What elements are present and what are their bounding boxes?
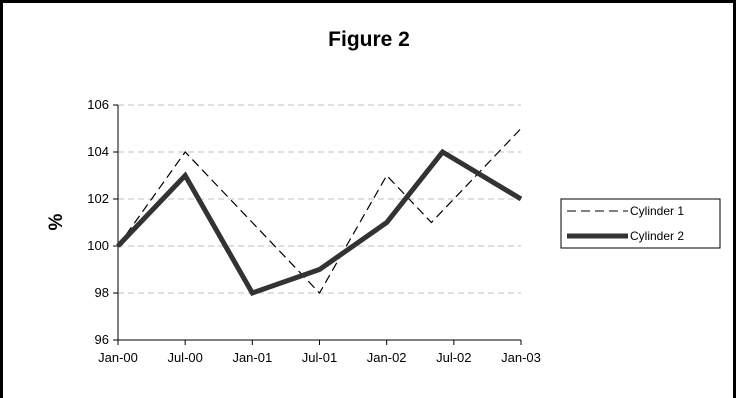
y-tick-label: 106 xyxy=(87,97,109,112)
legend-label-cylinder-1: Cylinder 1 xyxy=(630,204,684,218)
x-tick-label: Jul-01 xyxy=(302,350,337,365)
y-tick-label: 98 xyxy=(95,285,109,300)
y-tick-label: 96 xyxy=(95,332,109,347)
x-tick-label: Jan-01 xyxy=(232,350,272,365)
series-layer xyxy=(116,128,523,297)
legend-box xyxy=(560,198,721,249)
legend: Cylinder 1 Cylinder 2 xyxy=(560,198,721,249)
x-tick-label: Jul-00 xyxy=(167,350,202,365)
series-line-cylinder-2 xyxy=(116,148,523,297)
legend-label-cylinder-2: Cylinder 2 xyxy=(630,229,684,243)
x-tick-label: Jan-02 xyxy=(367,350,407,365)
series-line-cylinder-1 xyxy=(117,128,522,294)
y-tick-label: 104 xyxy=(87,144,109,159)
y-tick-label: 102 xyxy=(87,191,109,206)
x-tick-label: Jul-02 xyxy=(436,350,471,365)
x-tick-label: Jan-03 xyxy=(501,350,541,365)
y-axis-label: % xyxy=(46,213,67,230)
x-tick-label: Jan-00 xyxy=(98,350,138,365)
y-tick-labels: 96 98 100 102 104 106 xyxy=(87,97,118,347)
gridlines xyxy=(118,104,521,294)
y-tick-label: 100 xyxy=(87,238,109,253)
chart-title: Figure 2 xyxy=(328,28,410,51)
x-tick-labels: Jan-00 Jul-00 Jan-01 Jul-01 Jan-02 Jul-02 Jan-… xyxy=(98,340,541,365)
